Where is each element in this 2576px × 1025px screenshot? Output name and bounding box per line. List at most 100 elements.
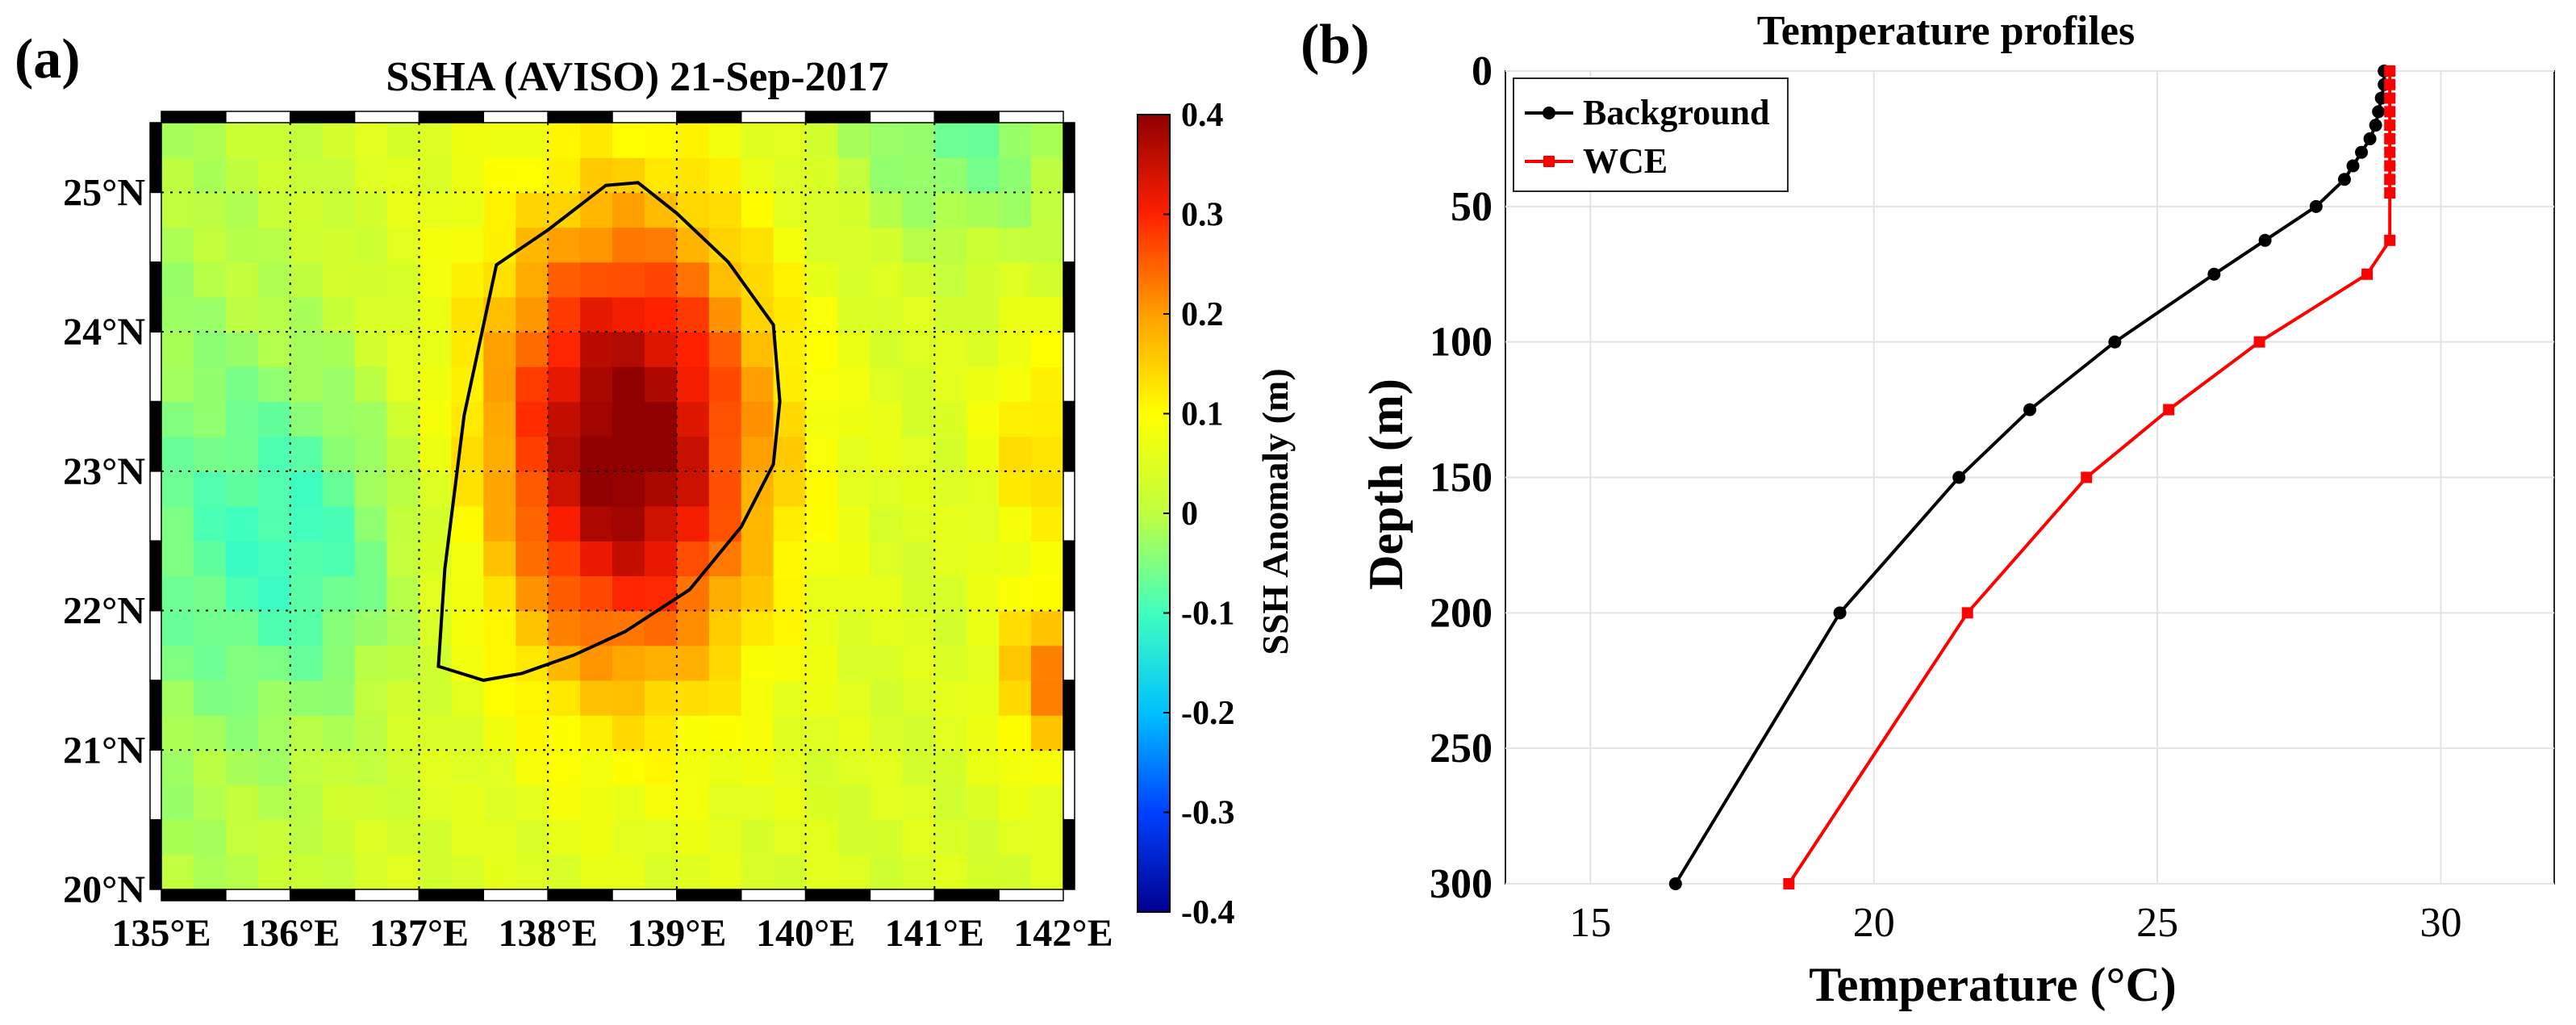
heatmap-cell bbox=[870, 715, 903, 751]
data-point-background bbox=[2309, 199, 2323, 213]
heatmap-cell bbox=[805, 192, 839, 228]
map-frame-segment bbox=[161, 889, 227, 902]
heatmap-cell bbox=[1031, 854, 1064, 890]
heatmap-cell bbox=[193, 610, 227, 646]
heatmap-cell bbox=[548, 157, 581, 193]
heatmap-cell bbox=[902, 784, 935, 821]
heatmap-cell bbox=[805, 332, 839, 367]
heatmap-cell bbox=[322, 750, 356, 786]
heatmap-cell bbox=[837, 819, 871, 856]
heatmap-cell bbox=[708, 436, 742, 472]
heatmap-cell bbox=[580, 784, 613, 821]
heatmap-cell bbox=[354, 610, 388, 646]
heatmap-cell bbox=[805, 819, 839, 856]
x-tick-label: 20 bbox=[1853, 900, 1895, 946]
heatmap-cell bbox=[902, 192, 935, 228]
heatmap-cell bbox=[193, 819, 227, 856]
heatmap-cell bbox=[999, 296, 1032, 333]
map-frame-segment bbox=[1063, 609, 1075, 681]
heatmap-cell bbox=[837, 750, 871, 786]
heatmap-cell bbox=[483, 506, 516, 542]
heatmap-cell bbox=[1031, 541, 1064, 576]
heatmap-cell bbox=[193, 366, 227, 403]
map-frame-segment bbox=[1063, 400, 1075, 472]
heatmap-cell bbox=[934, 819, 967, 856]
heatmap-cell bbox=[644, 750, 678, 786]
heatmap-cell bbox=[934, 680, 967, 716]
heatmap-cell bbox=[741, 750, 774, 786]
heatmap-cell bbox=[290, 192, 324, 228]
heatmap-cell bbox=[999, 401, 1032, 437]
heatmap-cell bbox=[419, 784, 452, 821]
map-frame-segment bbox=[289, 111, 356, 123]
heatmap-cell bbox=[644, 261, 678, 298]
heatmap-cell bbox=[354, 784, 388, 821]
heatmap-cell bbox=[386, 332, 420, 367]
heatmap-cell bbox=[644, 575, 678, 612]
heatmap-cell bbox=[322, 192, 356, 228]
heatmap-cell bbox=[386, 541, 420, 576]
data-point-wce bbox=[1961, 607, 1973, 619]
map-frame-segment bbox=[149, 191, 162, 263]
heatmap-cell bbox=[676, 366, 710, 403]
heatmap-cell bbox=[193, 227, 227, 263]
heatmap-cell bbox=[773, 123, 807, 158]
heatmap-cell bbox=[902, 401, 935, 437]
heatmap-cell bbox=[676, 610, 710, 646]
heatmap-cell bbox=[805, 784, 839, 821]
heatmap-cell bbox=[870, 332, 903, 367]
heatmap-cell bbox=[386, 192, 420, 228]
heatmap-cell bbox=[322, 366, 356, 403]
heatmap-cell bbox=[257, 192, 291, 228]
heatmap-cell bbox=[773, 645, 807, 681]
heatmap-cell bbox=[451, 819, 484, 856]
map-frame-segment bbox=[149, 261, 162, 333]
heatmap-cell bbox=[354, 332, 388, 367]
heatmap-cell bbox=[708, 157, 742, 193]
heatmap-cell bbox=[773, 296, 807, 333]
heatmap-cell bbox=[354, 123, 388, 158]
heatmap-cell bbox=[580, 296, 613, 333]
heatmap-cell bbox=[161, 680, 194, 716]
heatmap-cell bbox=[1031, 715, 1064, 751]
heatmap-cell bbox=[837, 506, 871, 542]
lon-tick-label: 139°E bbox=[627, 912, 726, 955]
heatmap-cell bbox=[451, 506, 484, 542]
heatmap-cell bbox=[999, 715, 1032, 751]
heatmap-cell bbox=[548, 471, 581, 507]
data-point-background bbox=[2108, 335, 2122, 349]
heatmap-cell bbox=[773, 261, 807, 298]
heatmap-cell bbox=[805, 227, 839, 263]
map-frame-segment bbox=[547, 111, 613, 123]
x-tick-labels: 15 20 25 30 bbox=[1569, 900, 2461, 946]
heatmap-cell bbox=[644, 436, 678, 472]
heatmap-cell bbox=[741, 784, 774, 821]
heatmap-cell bbox=[612, 296, 645, 333]
heatmap-cell bbox=[322, 610, 356, 646]
heatmap-cell bbox=[257, 436, 291, 472]
heatmap-cell bbox=[902, 366, 935, 403]
heatmap-cell bbox=[870, 227, 903, 263]
colorbar-tick-label: 0 bbox=[1181, 496, 1198, 533]
heatmap-cell bbox=[322, 261, 356, 298]
heatmap-cell bbox=[741, 715, 774, 751]
heatmap-cell bbox=[483, 227, 516, 263]
heatmap-cell bbox=[483, 401, 516, 437]
heatmap-cell bbox=[999, 436, 1032, 472]
heatmap-cell bbox=[773, 436, 807, 472]
heatmap-cell bbox=[580, 123, 613, 158]
map-frame-segment bbox=[1063, 471, 1075, 542]
heatmap-cell bbox=[580, 506, 613, 542]
heatmap-cell bbox=[805, 157, 839, 193]
heatmap-cell bbox=[257, 610, 291, 646]
heatmap-cell bbox=[902, 645, 935, 681]
heatmap-cell bbox=[741, 157, 774, 193]
heatmap-cell bbox=[741, 506, 774, 542]
heatmap-cell bbox=[516, 192, 549, 228]
heatmap-cell bbox=[193, 854, 227, 890]
heatmap-cell bbox=[354, 506, 388, 542]
heatmap-cell bbox=[322, 575, 356, 612]
heatmap-cell bbox=[773, 575, 807, 612]
heatmap-cell bbox=[805, 610, 839, 646]
heatmap-cell bbox=[451, 784, 484, 821]
